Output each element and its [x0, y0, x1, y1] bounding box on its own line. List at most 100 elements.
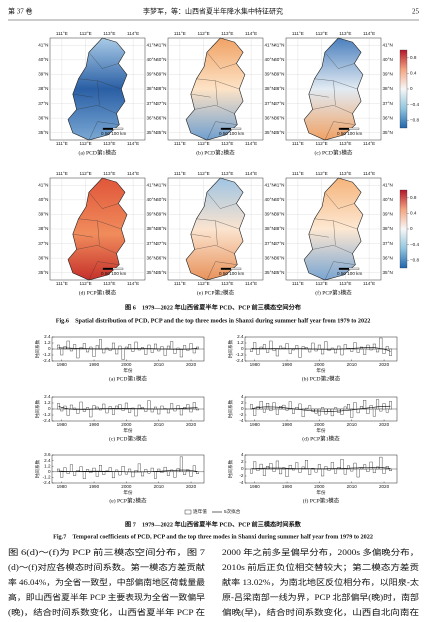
bar [347, 404, 350, 410]
bar [321, 468, 325, 477]
x-tick-label: 2000 [121, 362, 132, 367]
colorbar [399, 49, 408, 129]
bar [308, 405, 312, 410]
city-boundary [190, 93, 211, 98]
lat-label: 37°N [383, 241, 393, 246]
lat-label: 37°N [156, 101, 166, 106]
bar [141, 407, 145, 410]
bar [157, 408, 161, 415]
lon-label: 114°E [127, 31, 139, 36]
fig6-caption-cn: 图 6 1979—2022 年山西省夏半年 PCD、PCP 前三模态空间分布 [125, 303, 301, 311]
bar [163, 466, 167, 472]
lat-label: 36°N [383, 115, 393, 120]
bar [298, 348, 302, 358]
y-tick-label: -2.4 [43, 418, 51, 423]
lon-label: 112°E [198, 31, 210, 36]
bar [359, 467, 363, 470]
bar [334, 407, 338, 410]
x-tick-label: 1990 [282, 362, 293, 367]
y-tick-label: -4 [239, 418, 244, 423]
lat-label: 40°N [383, 197, 393, 202]
bar [369, 461, 373, 470]
bar [196, 346, 200, 350]
bar [128, 344, 132, 350]
lon-label: 111°E [174, 31, 186, 36]
y-tick-label: -2.4 [236, 358, 244, 363]
lon-label: 113°E [221, 171, 233, 176]
city-boundary [312, 105, 353, 114]
bar [179, 408, 183, 416]
panel-caption: (e) PCP第2模态 [109, 496, 147, 504]
bar [292, 348, 295, 351]
bar [317, 344, 321, 350]
lat-label: 36°N [156, 115, 166, 120]
y-tick-label: -2 [239, 473, 244, 478]
panel-caption: (e) PCP第2模态 [197, 288, 235, 296]
bar [121, 408, 125, 411]
x-axis-label: 年份 [123, 489, 133, 496]
y-tick-label: 1.2 [44, 340, 51, 345]
lat-label: 39°N [383, 72, 393, 77]
scale-bar [103, 268, 113, 270]
bar [69, 348, 73, 352]
bar [376, 399, 380, 410]
y-axis-label: 时间系数 [34, 459, 41, 478]
city-boundary [88, 52, 119, 69]
y-axis-label: 时间系数 [227, 399, 234, 418]
city-boundary [206, 52, 237, 69]
lon-label: 114°E [245, 141, 257, 146]
bar [189, 343, 193, 350]
bar [324, 341, 328, 350]
bar [253, 408, 257, 416]
bar [66, 408, 70, 416]
lon-label: 112°E [80, 141, 92, 146]
bar [111, 342, 115, 350]
running-title: 李梦军，等：山西省夏半年降水集中特征研究 [143, 7, 283, 16]
bar [73, 344, 77, 350]
lon-label: 113°E [103, 281, 115, 286]
scale-bar [103, 128, 113, 130]
body-line: 率 46.04%，为全省一致型，中部偏南地区荷载量最 [8, 577, 205, 587]
bar [105, 408, 109, 414]
legend-label: 逐年值 [193, 508, 207, 515]
bar [108, 348, 112, 351]
bar [131, 471, 135, 478]
y-tick-label: -2 [239, 412, 244, 417]
lon-label: 113°E [221, 281, 233, 286]
bar [166, 408, 170, 414]
bar [189, 408, 193, 413]
lat-label: 36°N [383, 255, 393, 260]
bar [304, 407, 308, 410]
x-tick-label: 2000 [314, 362, 325, 367]
x-tick-label: 1990 [89, 484, 100, 489]
lat-label: 36°N [156, 255, 166, 260]
bar [166, 471, 170, 476]
bar [249, 468, 253, 474]
bar [124, 471, 128, 475]
bar [163, 348, 167, 356]
bar [272, 402, 276, 410]
bar [111, 408, 115, 415]
bar [266, 403, 270, 410]
y-tick-label: -1.2 [43, 352, 51, 357]
city-boundary [308, 93, 329, 98]
y-tick-label: 2 [241, 400, 244, 405]
bar [321, 407, 325, 410]
lon-label: 112°E [198, 281, 210, 286]
bar [279, 345, 283, 350]
fit-line [251, 347, 391, 352]
bar [295, 345, 299, 350]
city-boundary [215, 80, 218, 106]
bar [330, 347, 334, 350]
lat-label: 41°N [265, 183, 275, 188]
bar [269, 340, 273, 350]
x-tick-label: 2010 [347, 362, 358, 367]
bar [144, 469, 148, 472]
lat-label: 39°N [38, 212, 48, 217]
y-axis-label: 时间系数 [227, 459, 234, 478]
bar [301, 466, 305, 470]
x-tick-label: 2000 [121, 422, 132, 427]
y-tick-label: 2.4 [44, 334, 51, 339]
bar [308, 468, 312, 475]
panel-caption: (b) PCD第2模态 [196, 148, 235, 156]
